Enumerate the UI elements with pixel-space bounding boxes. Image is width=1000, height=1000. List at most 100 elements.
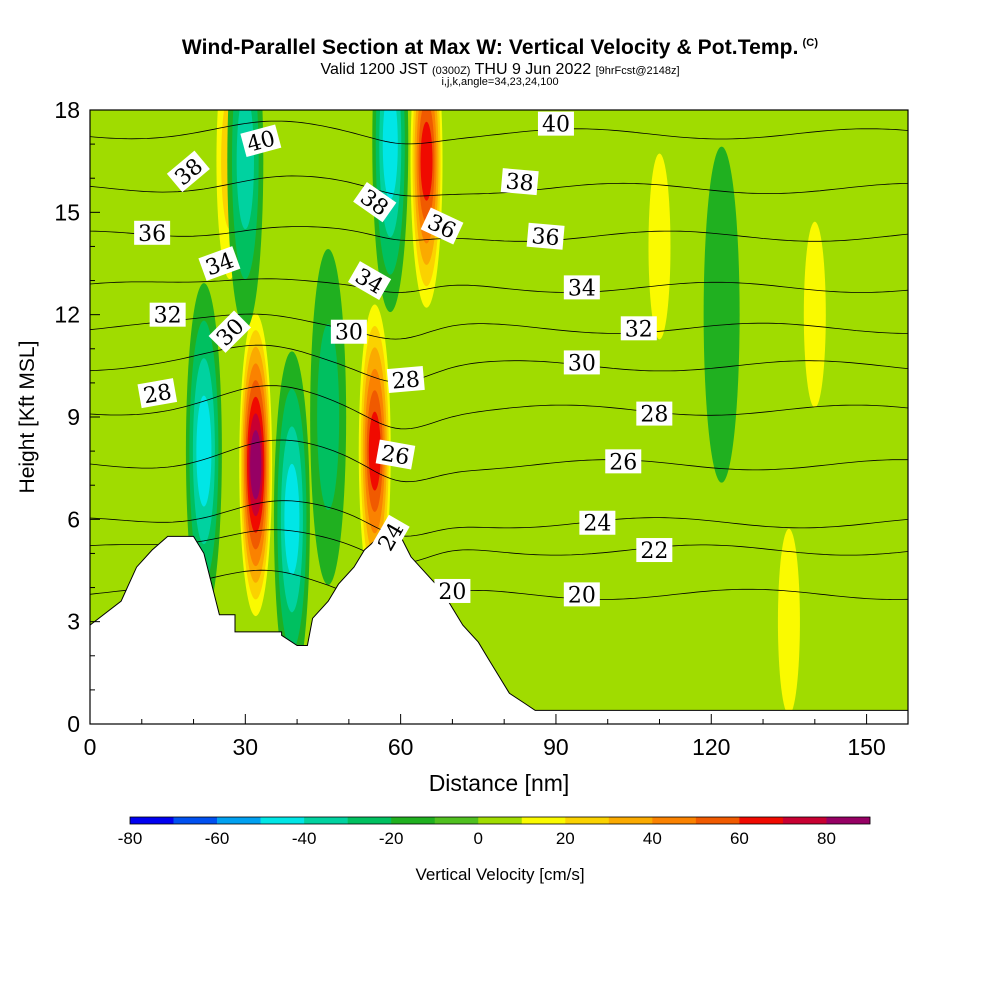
velocity-contour-band [703, 146, 740, 483]
colorbar-swatch [347, 817, 392, 824]
contour-label: 28 [137, 378, 178, 409]
x-axis-label: Distance [nm] [429, 770, 570, 796]
velocity-core [310, 249, 347, 585]
contour-label: 26 [605, 449, 642, 475]
contour-label-text: 30 [568, 351, 596, 376]
velocity-contour-band [777, 528, 800, 715]
y-axis-label: Height [Kft MSL] [16, 341, 39, 494]
velocity-contour-band [284, 463, 300, 575]
contour-label-text: 26 [609, 450, 637, 475]
contour-label: 30 [330, 319, 367, 346]
chart-title-text: Wind-Parallel Section at Max W: Vertical… [181, 36, 799, 59]
contour-label-text: 28 [391, 367, 421, 394]
contour-label-text: 40 [542, 113, 570, 138]
velocity-contour-band [236, 110, 254, 230]
velocity-core [237, 296, 274, 633]
contour-label: 26 [375, 439, 416, 471]
contour-label-bg [500, 168, 539, 196]
colorbar-swatch [434, 817, 479, 824]
contour-label-bg [386, 365, 425, 394]
velocity-core [356, 283, 393, 620]
contour-label-bg [563, 582, 600, 607]
velocity-contour-band [317, 324, 340, 510]
contour-label-bg [636, 538, 673, 563]
colorbar-swatch [478, 817, 523, 824]
colorbar-tick-label: -20 [379, 829, 404, 848]
terrain-mask [90, 535, 908, 724]
contour-label-bg [240, 124, 282, 157]
contour-label-bg [563, 350, 600, 375]
y-tick-label: 9 [67, 404, 80, 430]
contour-label-text: 20 [438, 580, 466, 605]
contour-label: 30 [563, 350, 600, 376]
contour-label-bg [198, 246, 241, 281]
valid-time-prefix: Valid 1200 JST [320, 61, 428, 78]
contour-label-bg [370, 514, 410, 558]
isentrope-20 [90, 569, 908, 613]
contour-label-text: 22 [640, 539, 668, 564]
velocity-core [408, 110, 445, 330]
contour-label-bg [605, 449, 642, 474]
colorbar-swatch [304, 817, 348, 824]
colorbar-swatch [826, 817, 871, 824]
y-tick-label: 6 [67, 506, 80, 532]
colorbar-swatch [695, 817, 740, 824]
isentrope-36 [90, 226, 908, 242]
x-tick-label: 60 [388, 734, 414, 760]
contour-label-bg [330, 319, 367, 344]
velocity-core [703, 146, 740, 483]
colorbar-swatch [565, 817, 610, 824]
colorbar-tick-label: 60 [730, 829, 749, 848]
colorbar-swatch [217, 817, 261, 824]
contour-label: 34 [563, 275, 600, 301]
isentrope-28 [90, 385, 908, 430]
section-params: i,j,k,angle=34,23,24,100 [441, 76, 559, 88]
contour-label-text: 30 [335, 321, 363, 346]
velocity-contour-band [648, 153, 671, 340]
contour-label-text: 28 [142, 380, 174, 409]
contour-label-text: 24 [583, 512, 611, 537]
colorbar-swatch [173, 817, 218, 824]
colorbar-label: Vertical Velocity [cm/s] [415, 865, 584, 884]
x-tick-label: 120 [692, 734, 730, 760]
colorbar-frame [129, 816, 871, 825]
x-tick-label: 0 [84, 734, 97, 760]
contour-label: 22 [636, 538, 673, 564]
isentrope-24 [90, 500, 908, 537]
contour-label-text: 28 [640, 403, 668, 428]
contour-label-bg [636, 401, 673, 426]
contour-label: 40 [240, 124, 282, 158]
y-tick-label: 3 [67, 609, 80, 635]
isentrope-32 [90, 313, 908, 340]
x-tick-label: 90 [543, 734, 569, 760]
contour-label: 24 [579, 510, 616, 537]
contour-label-bg [579, 510, 616, 535]
contour-label: 36 [134, 220, 171, 247]
forecast-tag: [9hrFcst@2148z] [595, 65, 680, 77]
valid-time-utc: (0300Z) [431, 65, 471, 77]
isentrope-22 [90, 529, 908, 564]
colorbar-tick-label: -60 [205, 829, 230, 848]
velocity-core [273, 351, 310, 688]
colorbar-tick-label: -80 [118, 829, 143, 848]
colorbar-tick-label: 20 [556, 829, 575, 848]
x-tick-label: 30 [233, 734, 259, 760]
contour-label-bg [563, 275, 600, 300]
contour-label: 32 [620, 316, 657, 342]
isentrope-40 [90, 120, 908, 145]
colorbar-swatch [260, 817, 305, 824]
y-tick-label: 15 [54, 199, 80, 225]
isentrope-26 [90, 439, 908, 483]
isentrope-34 [90, 278, 908, 293]
contour-label: 28 [386, 365, 425, 395]
y-tick-label: 0 [67, 711, 80, 737]
contour-label-bg [526, 222, 565, 250]
chart-subtitle: Valid 1200 JST (0300Z) THU 9 Jun 2022 [9… [0, 61, 1000, 79]
contour-label: 36 [526, 222, 565, 251]
contour-label: 40 [537, 111, 574, 138]
contour-label-text: 20 [568, 583, 596, 608]
contour-label-bg [537, 111, 574, 136]
